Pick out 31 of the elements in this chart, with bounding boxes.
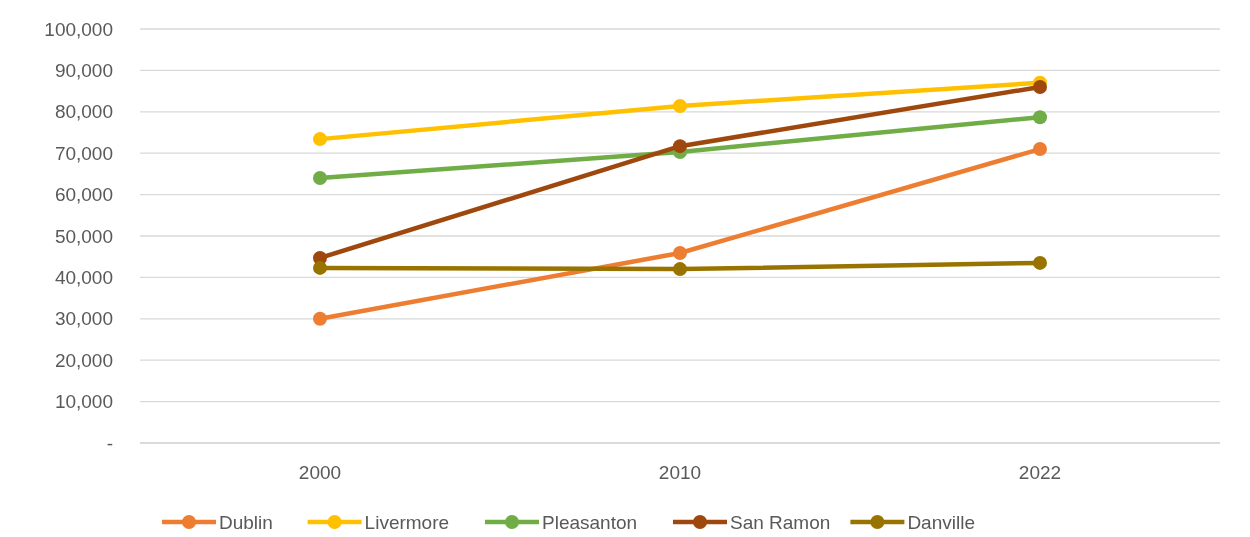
point xyxy=(1033,79,1047,94)
y-tick-label: 70,000 xyxy=(54,142,113,164)
y-tick-label: 30,000 xyxy=(54,308,113,330)
y-tick-label: - xyxy=(106,432,113,454)
legend-label: San Ramon xyxy=(730,511,831,533)
y-tick-label: 90,000 xyxy=(54,60,113,82)
point xyxy=(673,262,687,277)
x-tick-label: 2022 xyxy=(1018,462,1062,483)
point xyxy=(1033,255,1047,270)
y-tick-label: 50,000 xyxy=(54,225,113,247)
x-tick-label: 2010 xyxy=(658,462,702,483)
point xyxy=(673,245,687,260)
point xyxy=(673,139,687,154)
point xyxy=(1033,142,1047,157)
point xyxy=(313,311,327,326)
point xyxy=(313,132,327,147)
legend-label: Dublin xyxy=(219,511,273,533)
legend-label: Livermore xyxy=(364,511,450,533)
legend-label: Pleasanton xyxy=(542,511,638,533)
y-tick-label: 10,000 xyxy=(54,391,113,413)
x-tick-label: 2000 xyxy=(298,462,342,483)
legend-label: Danville xyxy=(907,511,975,533)
y-tick-label: 20,000 xyxy=(54,349,113,371)
point xyxy=(313,171,327,186)
point xyxy=(673,99,687,113)
y-tick-label: 40,000 xyxy=(54,267,113,289)
y-tick-label: 80,000 xyxy=(54,101,113,123)
y-tick-label: 100,000 xyxy=(44,18,113,40)
y-tick-label: 60,000 xyxy=(54,184,113,206)
point xyxy=(313,260,327,275)
point xyxy=(1033,110,1047,125)
